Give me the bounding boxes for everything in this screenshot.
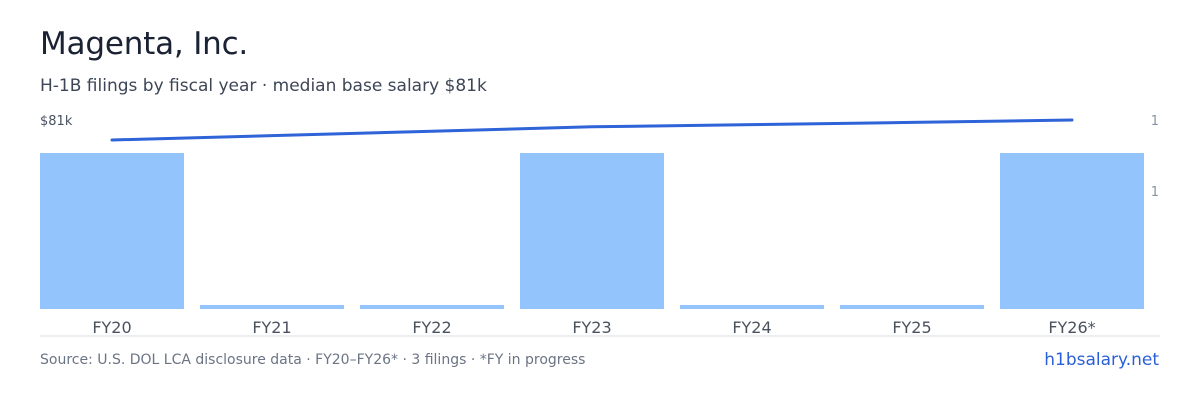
- category-label: FY26*: [1048, 318, 1095, 337]
- category-label: FY25: [892, 318, 931, 337]
- bar-fy20: [40, 153, 184, 309]
- bar-fy25: [840, 305, 984, 309]
- category-labels: FY20 FY21 FY22 FY23 FY24 FY25 FY26*: [92, 318, 1095, 337]
- bar-fy22: [360, 305, 504, 309]
- right-axis-tick: 1: [1151, 185, 1159, 200]
- site-link[interactable]: h1bsalary.net: [1044, 350, 1159, 370]
- chart-subtitle: H-1B filings by fiscal year · median bas…: [40, 76, 487, 96]
- bar-fy24: [680, 305, 824, 309]
- category-label: FY21: [252, 318, 291, 337]
- line-value-label: $81k: [40, 114, 73, 129]
- bar-fy21: [200, 305, 344, 309]
- category-label: FY20: [92, 318, 131, 337]
- category-label: FY23: [572, 318, 611, 337]
- source-note: Source: U.S. DOL LCA disclosure data · F…: [40, 352, 586, 368]
- bar-fy26-ip: [1000, 153, 1144, 309]
- chart-title: Magenta, Inc.: [40, 26, 249, 62]
- salary-line: [110, 118, 1074, 142]
- right-axis-tick: 1: [1151, 114, 1159, 129]
- category-label: FY24: [732, 318, 771, 337]
- bar-group: [40, 153, 1144, 309]
- category-label: FY22: [412, 318, 451, 337]
- right-axis-ticks: 11: [1151, 114, 1159, 200]
- bar-fy23: [520, 153, 664, 309]
